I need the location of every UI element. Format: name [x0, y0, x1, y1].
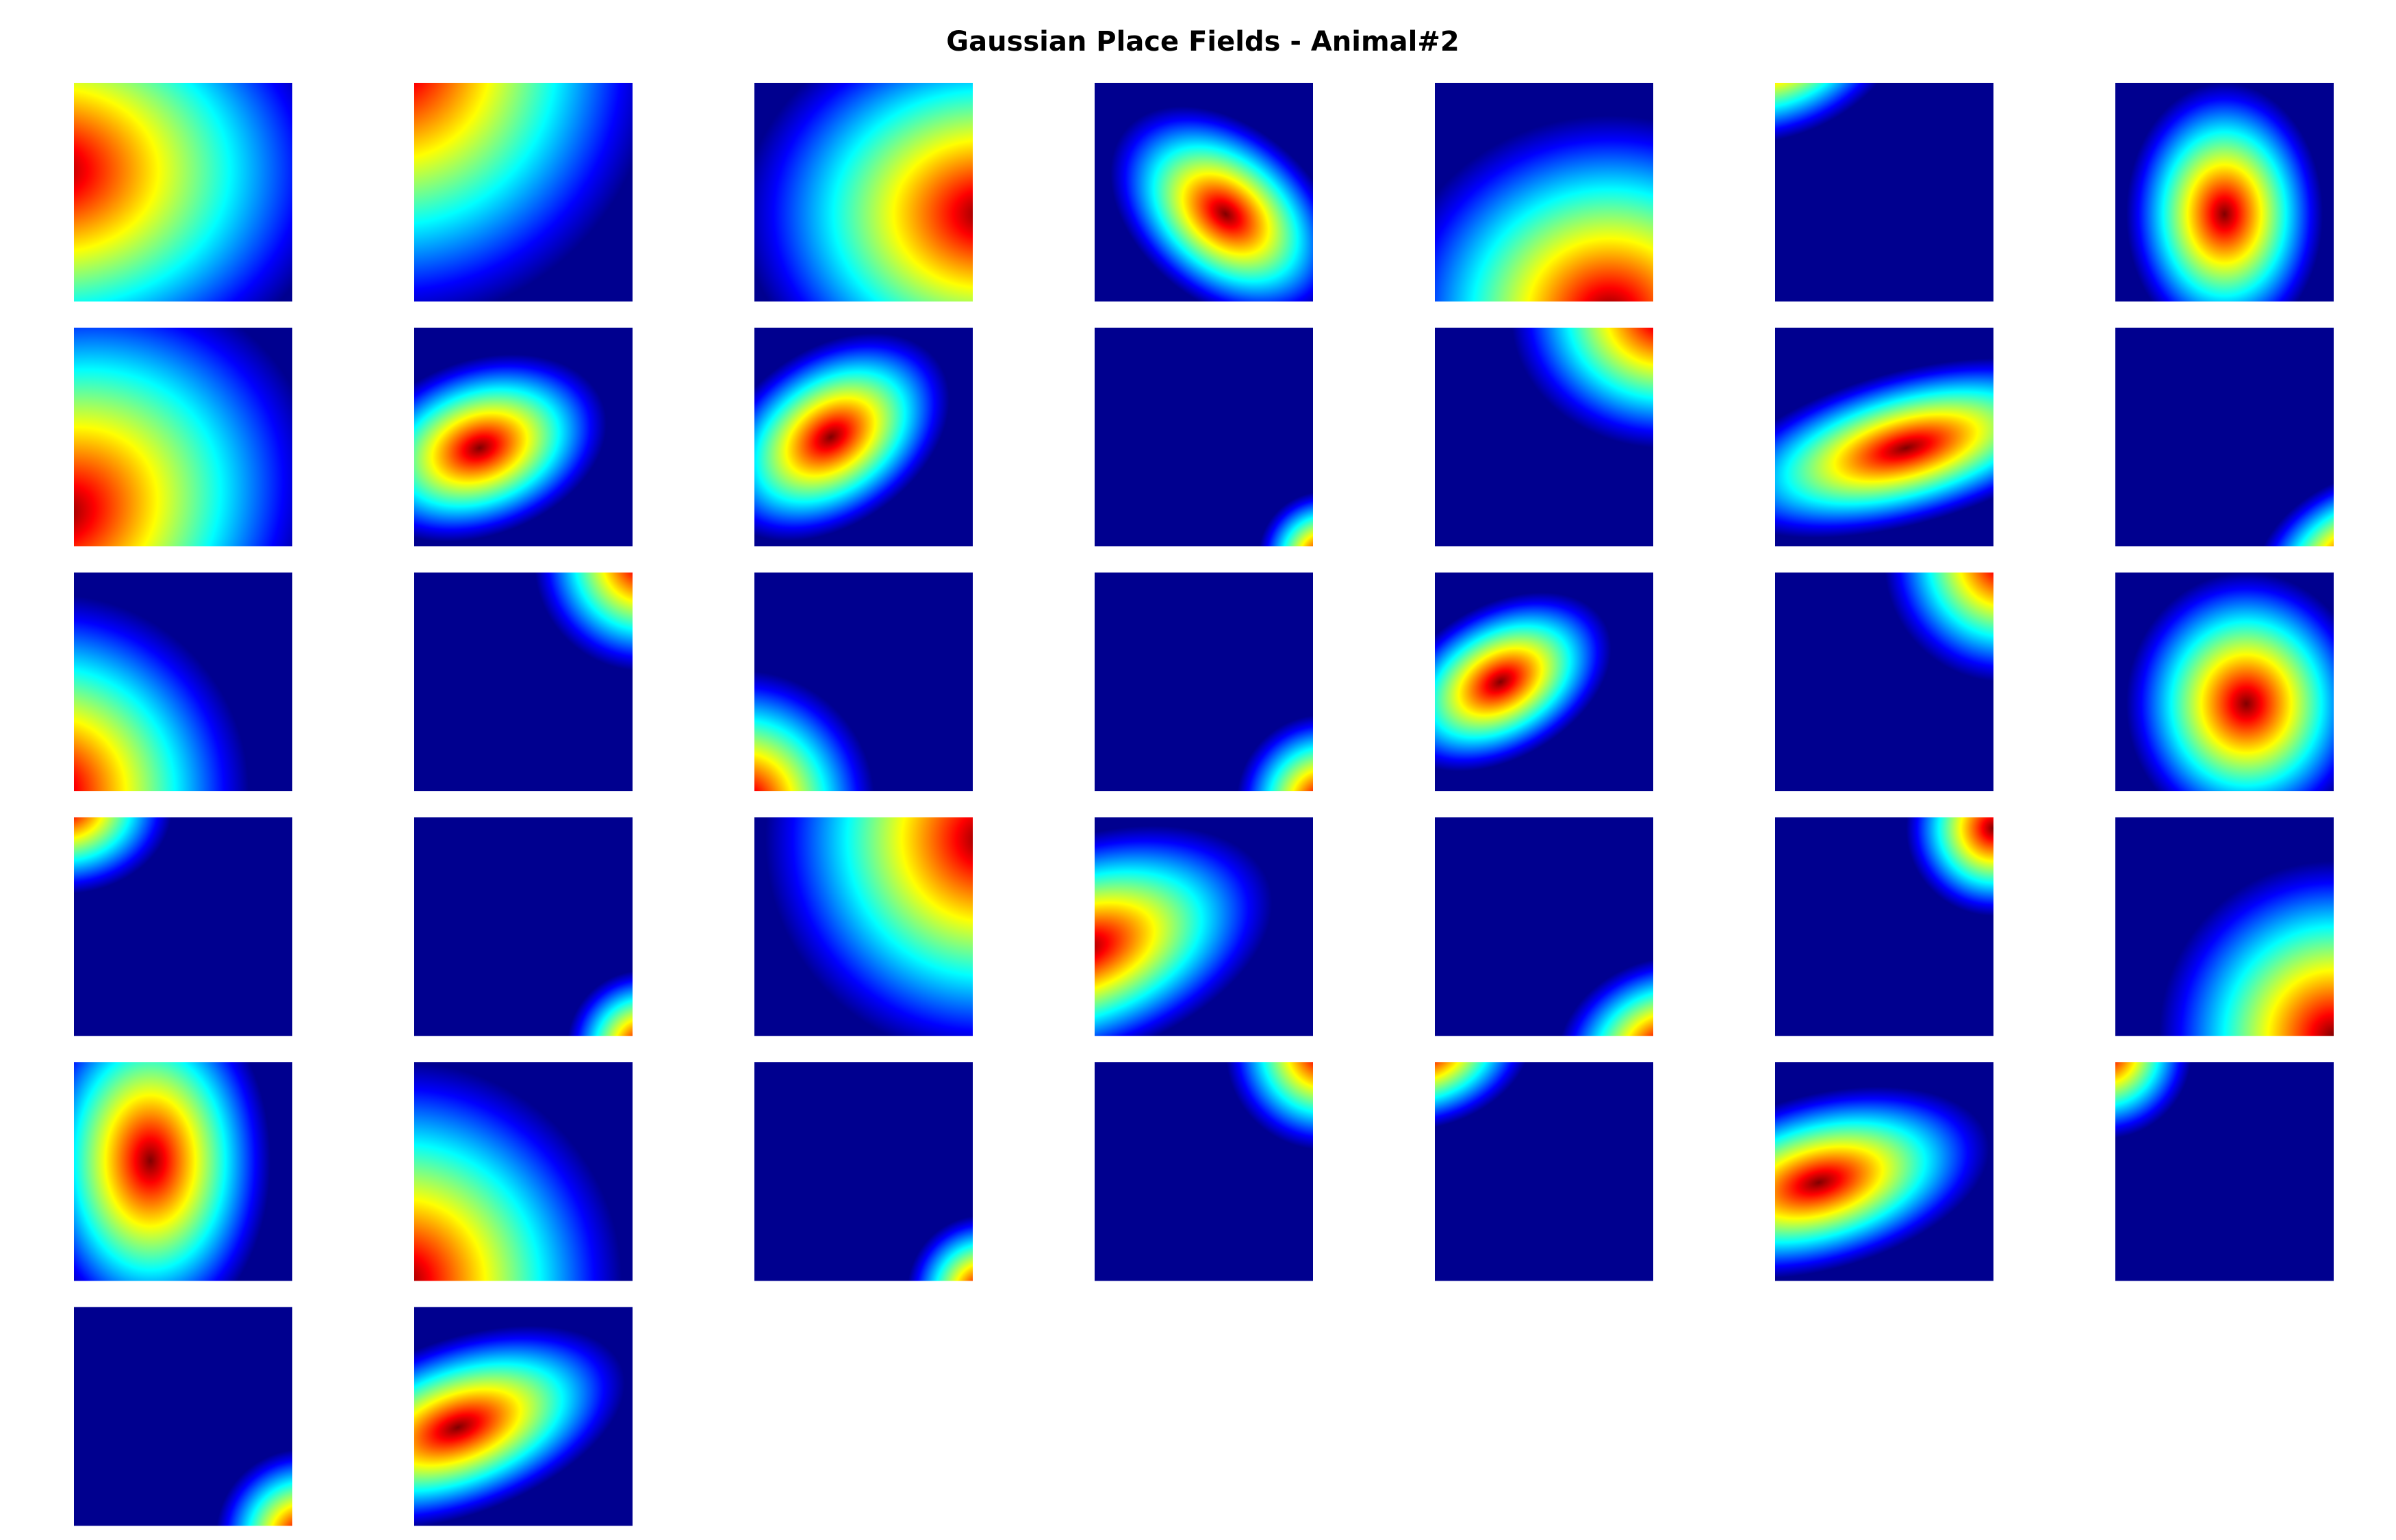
- place-field: [74, 817, 292, 1036]
- place-field: [1775, 817, 1993, 1036]
- place-field: [1095, 83, 1313, 302]
- place-field: [1435, 83, 1653, 302]
- place-field: [1095, 1062, 1313, 1281]
- place-field: [1435, 572, 1653, 791]
- place-field: [2115, 327, 2334, 547]
- place-field: [754, 83, 973, 302]
- place-field: [2115, 572, 2334, 791]
- place-field: [1775, 327, 1993, 547]
- place-field: [754, 817, 973, 1036]
- place-field: [754, 327, 973, 547]
- place-field: [1775, 83, 1993, 302]
- place-field: [1435, 1062, 1653, 1281]
- place-field: [74, 327, 292, 547]
- place-field: [74, 1062, 292, 1281]
- place-field: [414, 1062, 633, 1281]
- place-field: [414, 83, 633, 302]
- figure-title: Gaussian Place Fields - Animal#2: [946, 26, 1459, 57]
- place-field: [1095, 817, 1313, 1036]
- place-field: [2115, 1062, 2334, 1281]
- place-field: [2115, 817, 2334, 1036]
- place-field: [754, 1062, 973, 1281]
- place-field: [74, 572, 292, 791]
- place-field: [2115, 83, 2334, 302]
- place-field: [1435, 327, 1653, 547]
- place-field: [414, 572, 633, 791]
- place-field: [1775, 572, 1993, 791]
- place-field: [414, 1307, 633, 1526]
- place-field: [1095, 572, 1313, 791]
- place-field: [1775, 1062, 1993, 1281]
- place-field: [414, 817, 633, 1036]
- place-field: [754, 572, 973, 791]
- place-field: [1095, 327, 1313, 547]
- place-field: [74, 1307, 292, 1526]
- place-field: [414, 327, 633, 547]
- place-field: [1435, 817, 1653, 1036]
- place-field: [74, 83, 292, 302]
